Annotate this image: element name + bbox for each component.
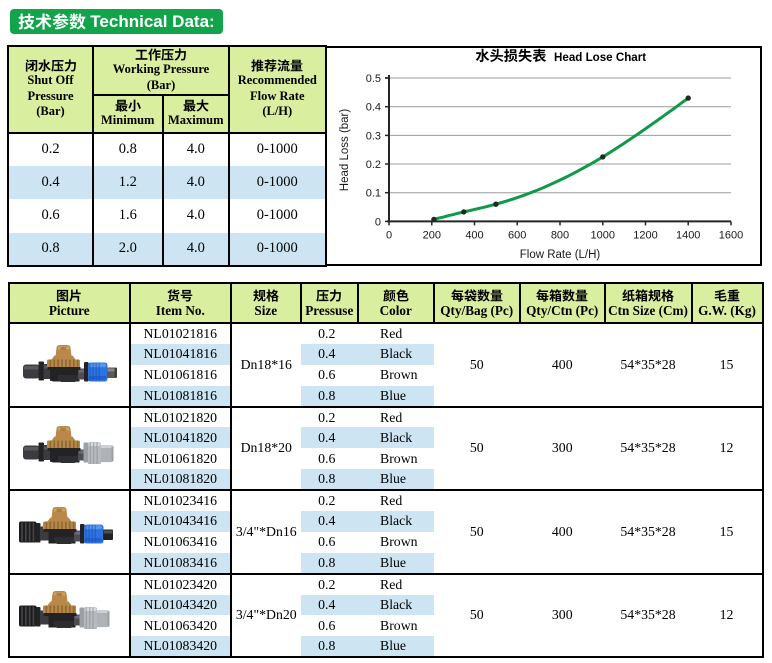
svg-text:0.2: 0.2 (366, 159, 381, 171)
svg-text:800: 800 (551, 229, 569, 241)
svg-text:Head Lose Chart: Head Lose Chart (554, 51, 646, 64)
svg-text:1000: 1000 (591, 229, 615, 241)
svg-text:400: 400 (465, 229, 483, 241)
svg-text:0.1: 0.1 (366, 188, 381, 200)
svg-text:200: 200 (423, 229, 441, 241)
svg-text:Flow Rate (L/H): Flow Rate (L/H) (520, 249, 601, 261)
svg-text:0.3: 0.3 (366, 130, 381, 142)
svg-text:0: 0 (375, 216, 381, 228)
svg-text:0.5: 0.5 (366, 73, 381, 85)
svg-text:1200: 1200 (633, 229, 657, 241)
svg-text:1400: 1400 (676, 229, 700, 241)
svg-text:0: 0 (386, 229, 392, 241)
svg-text:Head Loss (bar): Head Loss (bar) (339, 109, 351, 192)
svg-text:0.4: 0.4 (366, 102, 381, 114)
svg-text:1600: 1600 (719, 229, 743, 241)
svg-text:600: 600 (508, 229, 526, 241)
